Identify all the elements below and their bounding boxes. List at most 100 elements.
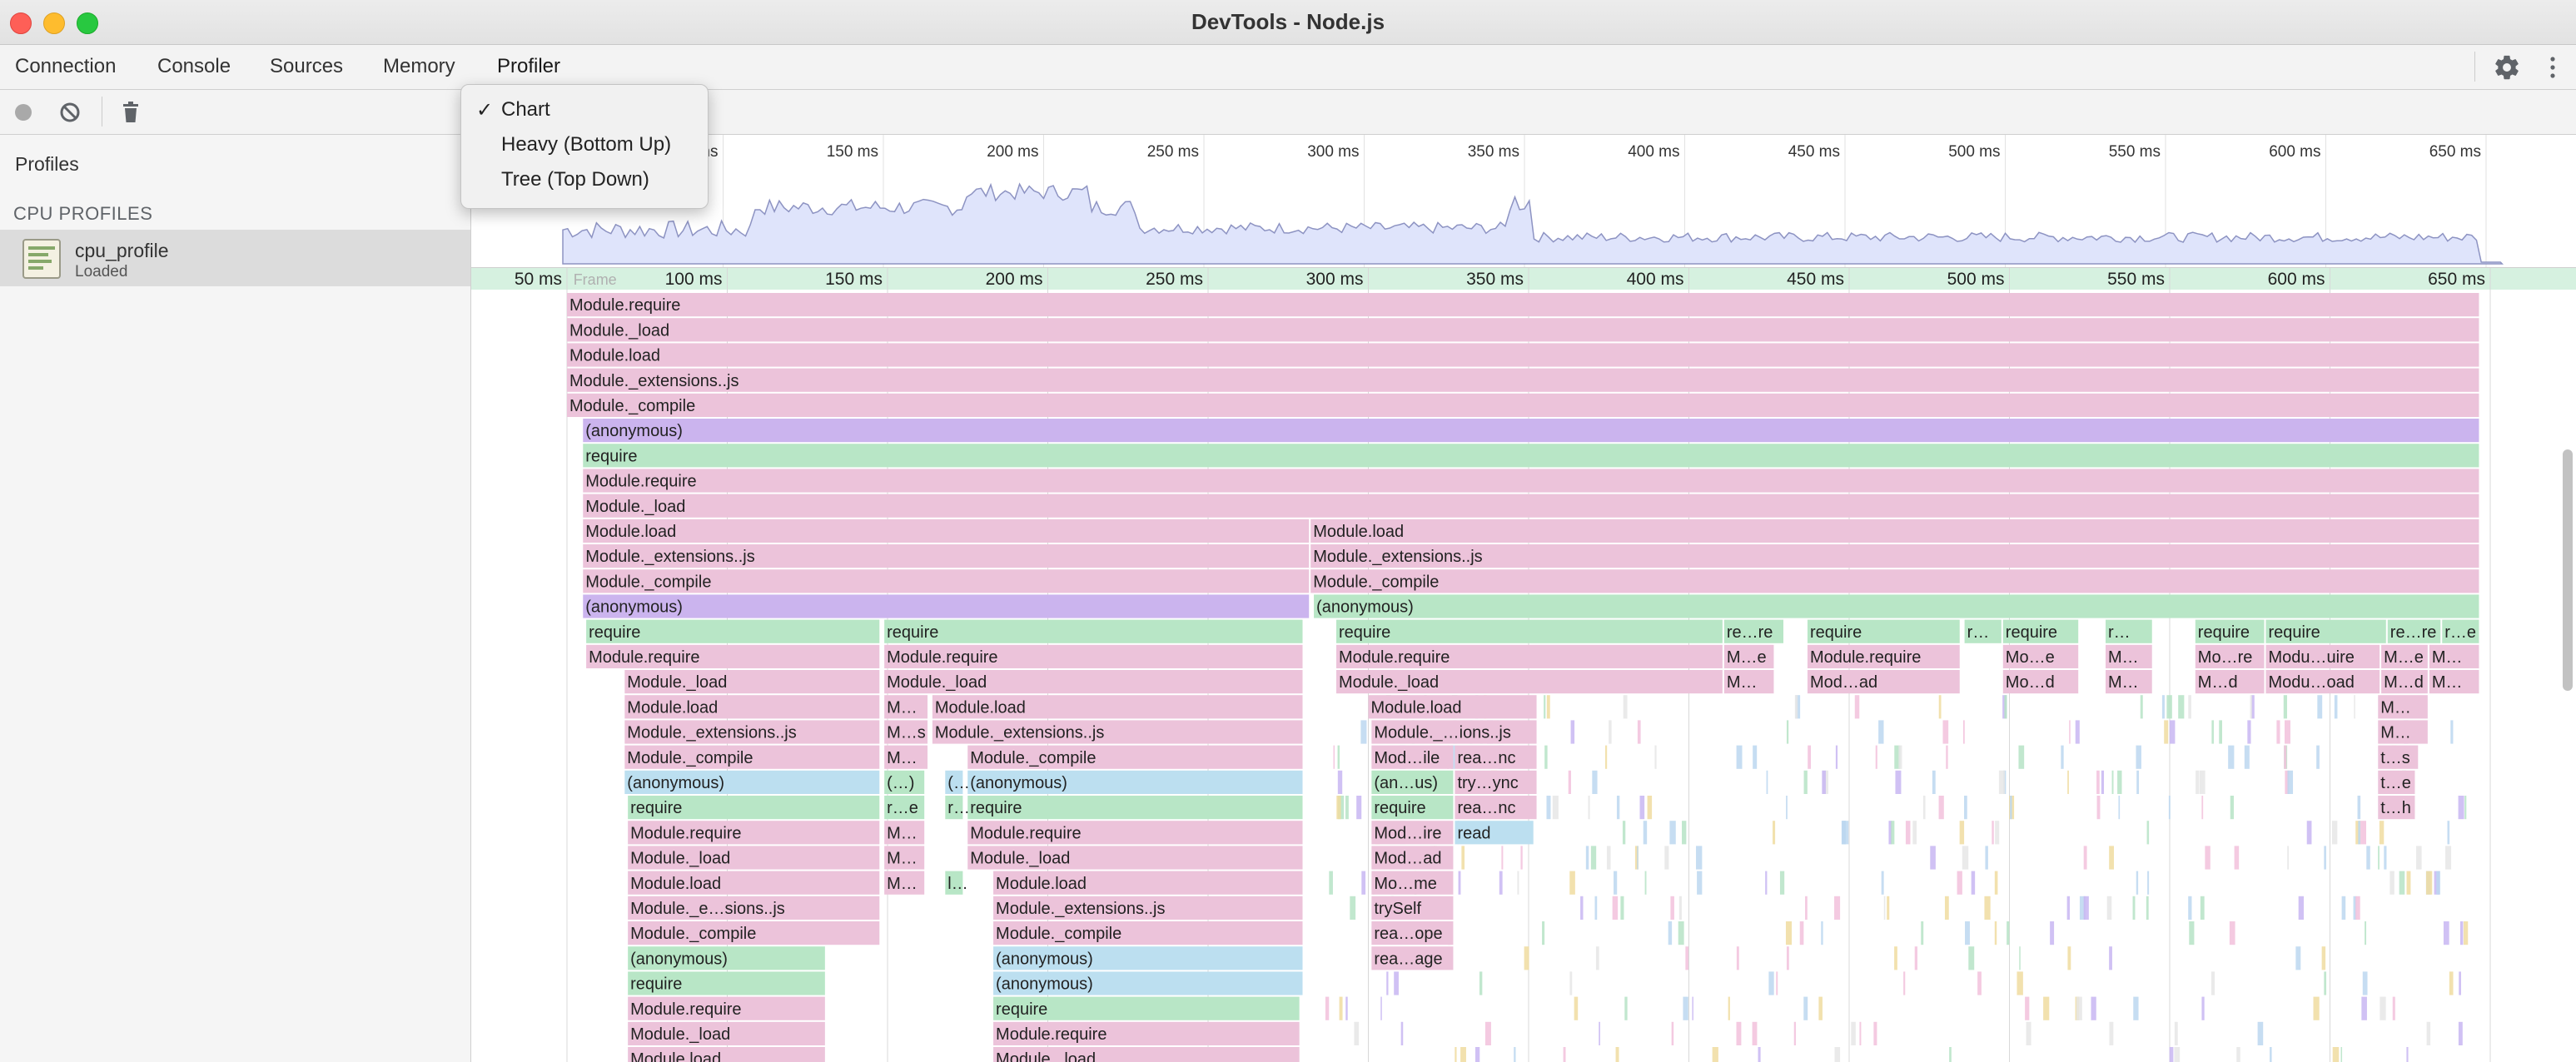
flame-frame[interactable]: rea…ope	[1371, 921, 1454, 945]
flame-frame[interactable]: (anonymous)	[993, 971, 1303, 995]
flame-frame[interactable]: require	[1336, 619, 1723, 643]
flame-chart-canvas[interactable]: Frame 50 ms 100 ms 150 ms 200 ms 250 ms 300 ms…	[471, 268, 2576, 1062]
flame-frame[interactable]: trySelf	[1371, 896, 1454, 920]
flame-frame[interactable]: (…)	[884, 770, 925, 794]
flame-frame[interactable]: M…	[2106, 670, 2152, 694]
flame-frame[interactable]: (anonymous)	[1314, 594, 2479, 618]
tab-connection[interactable]: Connection	[15, 55, 117, 77]
flame-frame[interactable]: M…	[2106, 644, 2152, 668]
flame-frame[interactable]: r…e	[2442, 619, 2479, 643]
flame-frame[interactable]: Module.require	[967, 821, 1303, 845]
flame-frame[interactable]: M…	[2378, 695, 2428, 719]
flame-frame[interactable]: read	[1455, 821, 1534, 845]
trash-icon[interactable]	[117, 99, 144, 126]
flame-frame[interactable]: Module._compile	[624, 745, 880, 769]
flame-frame[interactable]: M…	[2429, 644, 2479, 668]
flame-frame[interactable]: Module.load	[932, 695, 1303, 719]
flame-frame[interactable]: require	[628, 971, 825, 995]
flame-frame[interactable]: Mo…d	[2002, 670, 2079, 694]
profile-list-item[interactable]: cpu_profile Loaded	[0, 230, 470, 286]
flame-frame[interactable]: Mo…re	[2195, 644, 2265, 668]
menu-item-heavy-bottom-up[interactable]: Heavy (Bottom Up)	[501, 133, 672, 156]
flame-frame[interactable]: Module._load	[993, 1047, 1300, 1062]
flame-frame[interactable]: require	[583, 444, 2479, 468]
flame-frame[interactable]: rea…nc	[1455, 796, 1537, 820]
flame-frame[interactable]: (anonymous)	[993, 946, 1303, 970]
settings-gear-icon[interactable]	[2493, 53, 2521, 82]
flame-frame[interactable]: rea…age	[1371, 946, 1454, 970]
flame-frame[interactable]: M…	[884, 846, 925, 870]
flame-frame[interactable]: (an…us)	[1371, 770, 1454, 794]
flame-frame[interactable]: (anonymous)	[624, 770, 880, 794]
flame-frame[interactable]: Module.load	[624, 695, 880, 719]
more-options-icon[interactable]	[2543, 53, 2563, 82]
flame-frame[interactable]: M…	[884, 821, 925, 845]
flame-frame[interactable]: Module.require	[567, 293, 2479, 317]
flame-frame[interactable]: rea…nc	[1455, 745, 1537, 769]
flame-frame[interactable]: Module.require	[628, 996, 825, 1020]
flame-chart-scrollbar[interactable]	[2563, 449, 2573, 691]
flame-frame[interactable]: M…e	[1723, 644, 1774, 668]
flame-frame[interactable]: r…	[2106, 619, 2152, 643]
flame-frame[interactable]: Module.require	[583, 469, 2479, 493]
flame-frame[interactable]: Module._extensions..js	[567, 368, 2479, 392]
flame-frame[interactable]: (anonymous)	[628, 946, 825, 970]
flame-frame[interactable]: require	[1807, 619, 1960, 643]
flame-frame[interactable]: l…	[945, 871, 968, 895]
flame-frame[interactable]: Module.require	[884, 644, 1303, 668]
minimize-window-button[interactable]	[43, 12, 65, 34]
flame-frame[interactable]: Module._extensions..js	[993, 896, 1303, 920]
flame-frame[interactable]: require	[2002, 619, 2079, 643]
flame-frame[interactable]: Mod…ile	[1371, 745, 1454, 769]
flame-frame[interactable]: (…	[945, 770, 970, 794]
flame-frame[interactable]: Module._extensions..js	[583, 544, 1310, 568]
flame-frame[interactable]: Mo…e	[2002, 644, 2079, 668]
flame-frame[interactable]: require	[884, 619, 1303, 643]
flame-frame[interactable]: Mod…ad	[1807, 670, 1960, 694]
flame-frame[interactable]: M…	[884, 745, 928, 769]
flame-frame[interactable]: re…re	[2387, 619, 2441, 643]
flame-frame[interactable]: Module.load	[1368, 695, 1537, 719]
flame-chart[interactable]: Frame 50 ms 100 ms 150 ms 200 ms 250 ms 300 ms…	[471, 268, 2576, 1062]
flame-frame[interactable]: r…	[945, 796, 970, 820]
flame-frame[interactable]: Module.load	[567, 343, 2479, 367]
flame-frame[interactable]: M…	[1723, 670, 1774, 694]
flame-frame[interactable]: Module._e…sions..js	[628, 896, 880, 920]
flame-frame[interactable]: t…s	[2378, 745, 2419, 769]
flame-frame[interactable]: Module.require	[628, 821, 880, 845]
close-window-button[interactable]	[10, 12, 32, 34]
flame-frame[interactable]: re…re	[1723, 619, 1783, 643]
flame-frame[interactable]: (anonymous)	[967, 770, 1303, 794]
flame-frame[interactable]: Mo…me	[1371, 871, 1454, 895]
flame-frame[interactable]: Module._extensions..js	[624, 720, 880, 744]
flame-frame[interactable]: r…	[1964, 619, 2002, 643]
flame-frame[interactable]: Module._compile	[1310, 569, 2479, 593]
menu-item-tree-top-down[interactable]: Tree (Top Down)	[501, 168, 649, 191]
clear-icon[interactable]	[57, 99, 83, 126]
flame-frame[interactable]: Module.require	[1807, 644, 1960, 668]
flame-frame[interactable]: Module._compile	[967, 745, 1303, 769]
flame-frame[interactable]: Module._compile	[567, 393, 2479, 417]
flame-frame[interactable]: Module.load	[628, 871, 880, 895]
tab-memory[interactable]: Memory	[383, 55, 455, 77]
flame-frame[interactable]: (anonymous)	[583, 419, 2479, 443]
record-icon[interactable]	[10, 99, 37, 126]
flame-frame[interactable]: Module.load	[583, 519, 1310, 543]
flame-frame[interactable]: t…h	[2378, 796, 2415, 820]
flame-frame[interactable]: M…d	[2381, 670, 2428, 694]
flame-frame[interactable]: M…	[2429, 670, 2479, 694]
tab-profiler[interactable]: Profiler	[497, 55, 561, 77]
flame-frame[interactable]: Module._compile	[628, 921, 880, 945]
flame-frame[interactable]: M…s	[884, 720, 928, 744]
flame-frame[interactable]: Module.require	[1336, 644, 1723, 668]
flame-frame[interactable]: Module.load	[1310, 519, 2479, 543]
profiles-heading[interactable]: Profiles	[15, 153, 79, 175]
flame-frame[interactable]: Mod…ire	[1371, 821, 1454, 845]
flame-frame[interactable]: try…ync	[1455, 770, 1537, 794]
flame-frame[interactable]: Module._load	[624, 670, 880, 694]
flame-frame[interactable]: Module._…ions..js	[1371, 720, 1537, 744]
flame-frame[interactable]: Module._load	[1336, 670, 1723, 694]
flame-frame[interactable]: require	[1371, 796, 1454, 820]
flame-frame[interactable]: Module._compile	[993, 921, 1303, 945]
